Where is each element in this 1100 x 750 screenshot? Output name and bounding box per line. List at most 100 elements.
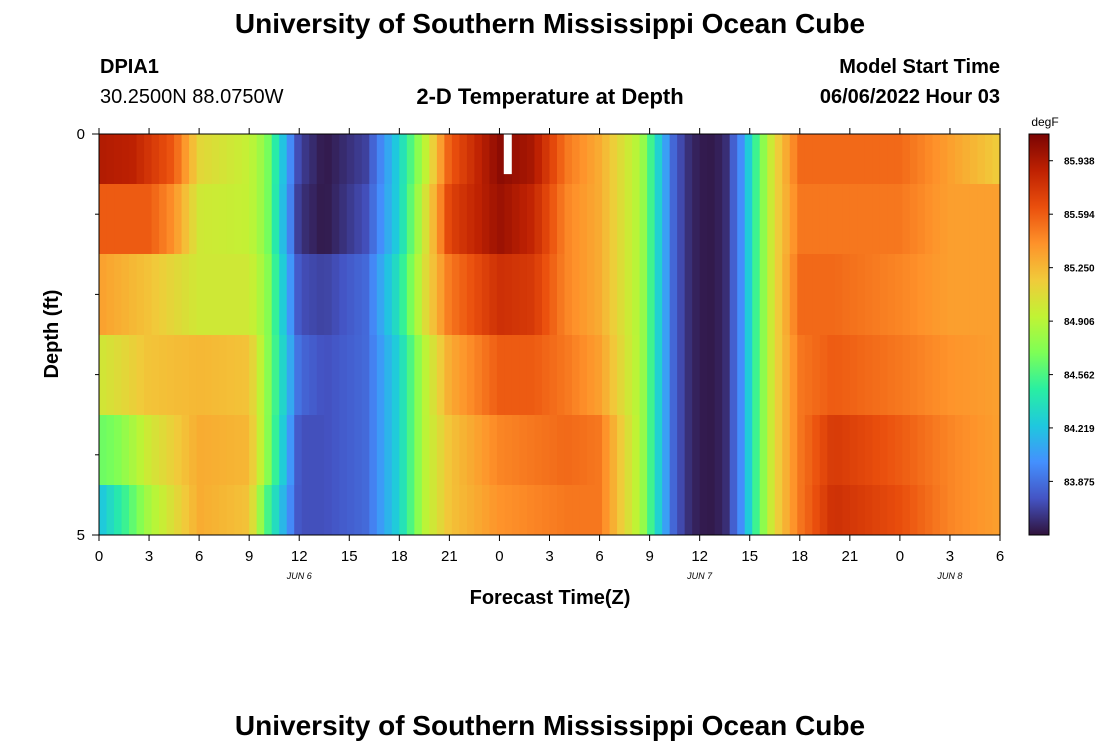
heatmap-cell (872, 485, 881, 535)
heatmap-cell (962, 134, 971, 184)
heatmap-cell (519, 485, 528, 535)
heatmap-cell (894, 415, 903, 485)
heatmap-cell (316, 254, 325, 335)
heatmap-cell (842, 134, 851, 184)
heatmap-cell (354, 254, 363, 335)
heatmap-cell (594, 415, 603, 485)
heatmap-cell (737, 254, 746, 335)
heatmap-cell (609, 184, 618, 254)
heatmap-cell (451, 335, 460, 415)
heatmap-cell (234, 184, 243, 254)
heatmap-cell (639, 335, 648, 415)
heatmap-cell (857, 415, 866, 485)
heatmap-cell (159, 415, 168, 485)
heatmap-cell (947, 134, 956, 184)
heatmap-cell (804, 184, 813, 254)
heatmap-cell (226, 485, 235, 535)
heatmap-cell (804, 254, 813, 335)
heatmap-cell (662, 485, 671, 535)
heatmap-cell (309, 134, 318, 184)
heatmap-cell (887, 134, 896, 184)
heatmap-cell (301, 254, 310, 335)
heatmap-cell (992, 254, 1001, 335)
heatmap-cell (114, 485, 123, 535)
heatmap-cell (864, 415, 873, 485)
heatmap-cell (106, 415, 115, 485)
heatmap-cell (819, 254, 828, 335)
heatmap-cell (969, 485, 979, 535)
heatmap-cell (264, 184, 273, 254)
heatmap-cell (617, 254, 626, 335)
heatmap-cell (602, 134, 611, 184)
missing-data-mark (503, 134, 512, 175)
heatmap-cell (249, 485, 258, 535)
heatmap-cell (504, 415, 513, 485)
heatmap-cell (234, 254, 243, 335)
heatmap-cell (887, 335, 896, 415)
heatmap-cell (879, 485, 888, 535)
heatmap-cell (549, 134, 558, 184)
heatmap-cell (159, 254, 168, 335)
heatmap-cell (744, 335, 753, 415)
heatmap-cell (722, 134, 731, 184)
heatmap-cell (654, 335, 663, 415)
heatmap-cell (647, 184, 656, 254)
heatmap-cell (271, 184, 280, 254)
heatmap-cell (924, 254, 934, 335)
heatmap-cell (166, 254, 175, 335)
heatmap-cell (744, 254, 753, 335)
heatmap-cell (444, 415, 453, 485)
heatmap-cell (842, 485, 851, 535)
heatmap-cell (391, 485, 400, 535)
heatmap-cell (466, 335, 476, 415)
heatmap-cell (962, 485, 971, 535)
heatmap-cell (294, 134, 303, 184)
heatmap-cell (594, 134, 603, 184)
heatmap-cell (684, 184, 693, 254)
heatmap-cell (174, 335, 183, 415)
heatmap-cell (789, 254, 798, 335)
heatmap-cell (564, 184, 573, 254)
heatmap-cell (872, 184, 881, 254)
heatmap-cell (181, 335, 190, 415)
heatmap-cell (654, 485, 663, 535)
heatmap-cell (99, 184, 108, 254)
heatmap-cell (369, 184, 378, 254)
heatmap-cell (121, 415, 130, 485)
heatmap-cell (219, 335, 228, 415)
heatmap-cell (624, 335, 633, 415)
heatmap-cell (902, 184, 911, 254)
heatmap-cell (894, 335, 903, 415)
heatmap-cell (526, 335, 536, 415)
date-label: JUN 8 (936, 571, 962, 581)
heatmap-cell (954, 184, 964, 254)
heatmap-cell (384, 415, 393, 485)
heatmap-cell (339, 254, 348, 335)
heatmap-cell (572, 485, 581, 535)
heatmap-cell (121, 254, 130, 335)
heatmap-cell (474, 134, 483, 184)
colorbar (1028, 133, 1050, 536)
heatmap-cell (579, 415, 588, 485)
x-tick-label: 21 (841, 548, 858, 565)
heatmap-cell (159, 485, 168, 535)
heatmap-cell (909, 415, 919, 485)
heatmap-cell (399, 184, 408, 254)
heatmap-cell (714, 254, 723, 335)
heatmap-cell (579, 134, 588, 184)
heatmap-cell (752, 415, 761, 485)
heatmap-cell (361, 335, 370, 415)
heatmap-cell (429, 415, 438, 485)
heatmap-cell (264, 335, 273, 415)
heatmap-cell (376, 134, 385, 184)
heatmap-cell (849, 485, 858, 535)
heatmap-cell (451, 254, 460, 335)
heatmap-cell (376, 335, 385, 415)
heatmap-cell (369, 415, 378, 485)
heatmap-cell (226, 335, 235, 415)
heatmap-cell (669, 134, 678, 184)
heatmap-cell (504, 335, 513, 415)
heatmap-cell (932, 335, 941, 415)
heatmap-cell (752, 485, 761, 535)
heatmap-cell (684, 335, 693, 415)
